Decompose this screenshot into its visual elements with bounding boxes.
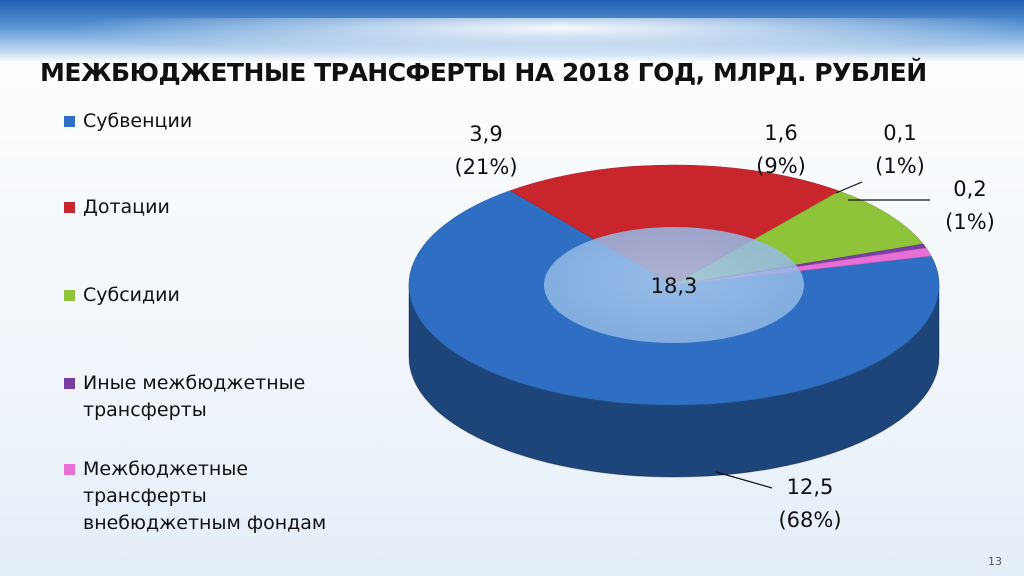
data-label-value: 0,2 [953,177,986,201]
data-label-percent: (1%) [875,154,925,178]
chart-title: МЕЖБЮДЖЕТНЫЕ ТРАНСФЕРТЫ НА 2018 ГОД, МЛР… [40,58,927,87]
slice-side-0 [409,285,939,477]
total-label: 18,3 [651,274,698,298]
header-swoosh [0,18,1024,78]
data-label-percent: (1%) [945,210,995,234]
legend-label: Дотации [83,196,170,218]
leader-line [715,471,773,489]
data-label-value: 12,5 [787,475,834,499]
legend-label: Субвенции [83,110,193,132]
legend-swatch [64,202,75,213]
data-label-percent: (21%) [454,155,517,179]
data-label-value: 3,9 [469,122,502,146]
legend-label: Межбюджетные трансферты внебюджетным фон… [83,458,327,534]
rim-outline [408,285,940,478]
data-label-value: 0,1 [883,121,916,145]
legend-label: Субсидии [83,284,180,306]
legend-item-dotations: Дотации [64,194,403,221]
legend-label: Иные межбюджетные трансферты [83,372,306,421]
legend-item-subsidies: Субсидии [64,282,403,309]
donut-hole [544,227,804,343]
page-number: 13 [988,555,1002,568]
data-label-percent: (68%) [778,508,841,532]
legend-swatch [64,290,75,301]
legend-item-extrabudgetary-funds: Межбюджетные трансферты внебюджетным фон… [64,456,384,537]
slice-1 [509,164,840,286]
leader-line [835,181,863,194]
legend-swatch [64,378,75,389]
legend-item-subventions: Субвенции [64,108,403,135]
legend-swatch [64,116,75,127]
data-label-percent: (9%) [756,154,806,178]
legend-item-other-transfers: Иные межбюджетные трансферты [64,370,364,424]
data-label-value: 1,6 [764,121,797,145]
legend-swatch [64,464,75,475]
